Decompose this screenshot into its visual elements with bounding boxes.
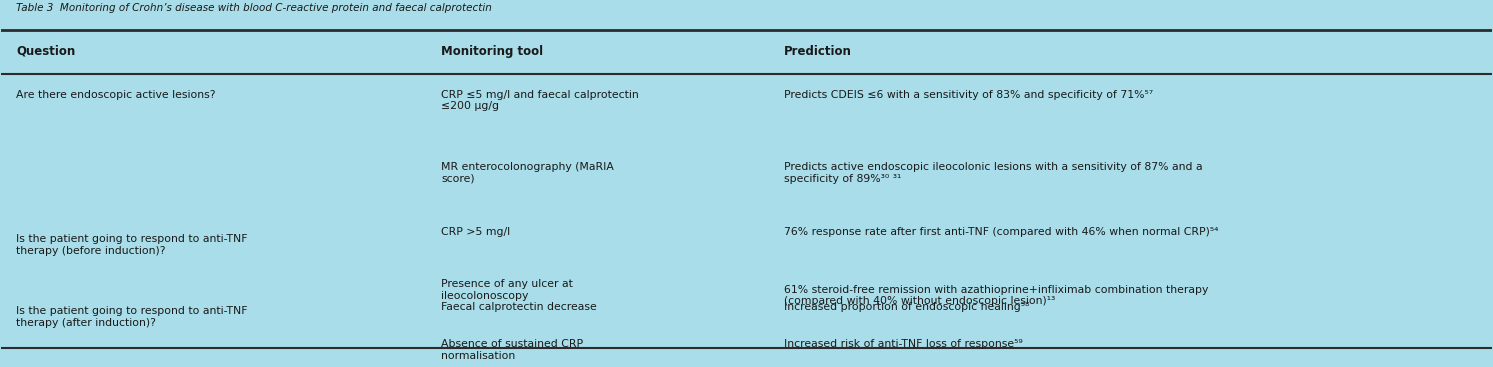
Text: Prediction: Prediction	[784, 45, 851, 58]
Text: CRP >5 mg/l: CRP >5 mg/l	[440, 227, 511, 237]
Text: Faecal calprotectin decrease: Faecal calprotectin decrease	[440, 302, 597, 312]
Text: Absence of sustained CRP
normalisation: Absence of sustained CRP normalisation	[440, 339, 584, 360]
Text: Predicts active endoscopic ileocolonic lesions with a sensitivity of 87% and a
s: Predicts active endoscopic ileocolonic l…	[784, 162, 1202, 184]
Text: Presence of any ulcer at
ileocolonoscopy: Presence of any ulcer at ileocolonoscopy	[440, 279, 573, 301]
Text: CRP ≤5 mg/l and faecal calprotectin
≤200 μg/g: CRP ≤5 mg/l and faecal calprotectin ≤200…	[440, 90, 639, 112]
Text: Are there endoscopic active lesions?: Are there endoscopic active lesions?	[16, 90, 216, 100]
Text: 61% steroid-free remission with azathioprine+infliximab combination therapy
(com: 61% steroid-free remission with azathiop…	[784, 285, 1208, 306]
Text: Increased proportion of endoscopic healing⁵⁸: Increased proportion of endoscopic heali…	[784, 302, 1029, 312]
Text: Is the patient going to respond to anti-TNF
therapy (after induction)?: Is the patient going to respond to anti-…	[16, 306, 248, 328]
Text: Monitoring tool: Monitoring tool	[440, 45, 543, 58]
Text: MR enterocolonography (MaRIA
score): MR enterocolonography (MaRIA score)	[440, 162, 614, 184]
Text: Table 3  Monitoring of Crohn’s disease with blood C-reactive protein and faecal : Table 3 Monitoring of Crohn’s disease wi…	[16, 3, 493, 13]
Text: Question: Question	[16, 45, 76, 58]
Text: Is the patient going to respond to anti-TNF
therapy (before induction)?: Is the patient going to respond to anti-…	[16, 234, 248, 256]
Text: 76% response rate after first anti-TNF (compared with 46% when normal CRP)⁵⁴: 76% response rate after first anti-TNF (…	[784, 227, 1218, 237]
Text: Predicts CDEIS ≤6 with a sensitivity of 83% and specificity of 71%⁵⁷: Predicts CDEIS ≤6 with a sensitivity of …	[784, 90, 1153, 100]
Text: Increased risk of anti-TNF loss of response⁵⁹: Increased risk of anti-TNF loss of respo…	[784, 339, 1023, 349]
